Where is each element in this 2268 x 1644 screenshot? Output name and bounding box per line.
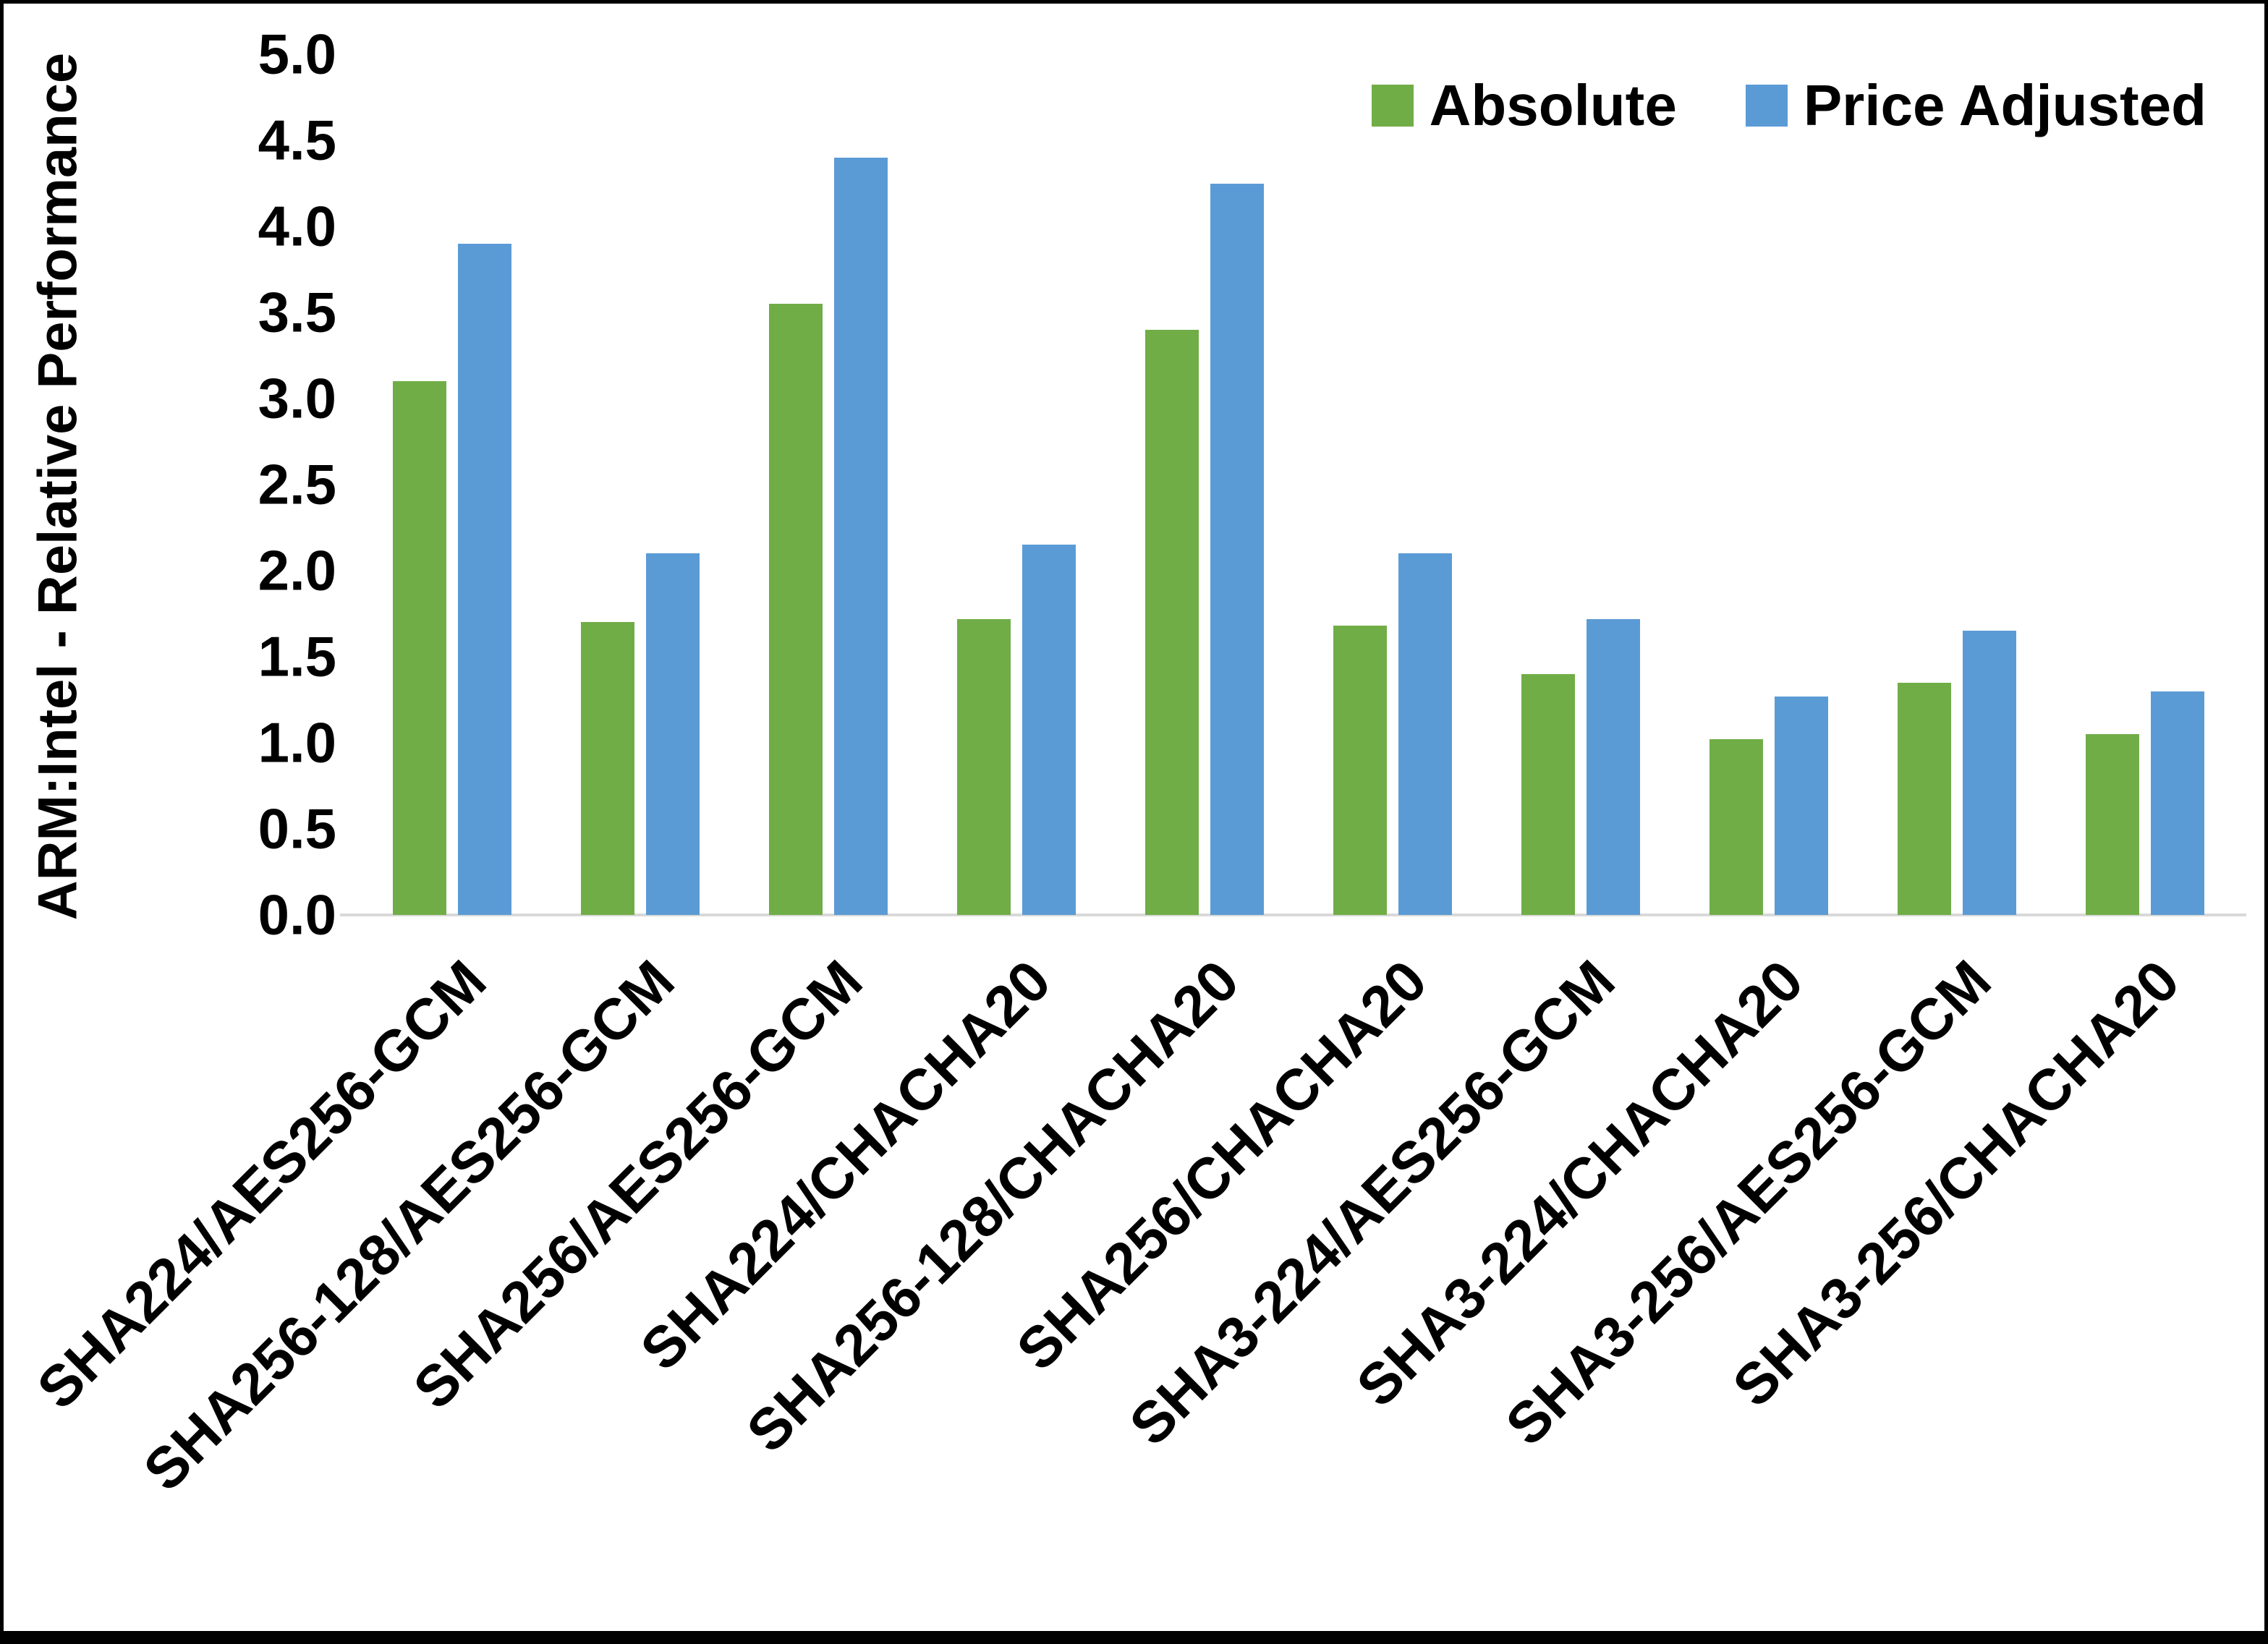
bar-group — [1487, 54, 1675, 915]
bar-price-adjusted — [1775, 696, 1828, 915]
bar-group — [1299, 54, 1487, 915]
bar-absolute — [1333, 626, 1387, 915]
y-tick-label: 0.5 — [258, 796, 336, 861]
y-tick-label: 3.0 — [258, 366, 336, 430]
bar-price-adjusted — [1587, 618, 1640, 915]
legend-label-absolute: Absolute — [1429, 73, 1677, 137]
bar-price-adjusted — [1963, 631, 2016, 915]
y-tick-label: 1.0 — [258, 710, 336, 775]
y-axis-ticks: 0.0 0.5 1.0 1.5 2.0 2.5 3.0 3.5 4.0 4.5 5.0 — [170, 22, 336, 947]
legend-item-absolute: Absolute — [1371, 72, 1677, 139]
bar-price-adjusted — [2151, 691, 2204, 915]
legend-label-price-adjusted: Price Adjusted — [1803, 73, 2207, 137]
bar-price-adjusted — [834, 157, 888, 915]
y-tick-label: 2.5 — [258, 452, 336, 516]
y-tick-label: 3.5 — [258, 280, 336, 344]
bar-price-adjusted — [1210, 183, 1264, 915]
y-tick-label: 0.0 — [258, 882, 336, 947]
bar-price-adjusted — [646, 553, 700, 915]
bar-price-adjusted — [1022, 545, 1076, 915]
bar-absolute — [1710, 739, 1763, 915]
bar-group — [1675, 54, 1863, 915]
bar-groups — [358, 54, 2239, 915]
bar-group — [358, 54, 546, 915]
x-axis-line — [340, 913, 2246, 916]
bar-group — [922, 54, 1110, 915]
legend-swatch-price-adjusted — [1745, 85, 1788, 127]
x-axis-labels: SHA224/AES256-GCM SHA256-128/AES256-GCM SH… — [25, 933, 2239, 1627]
y-tick-label: 1.5 — [258, 624, 336, 689]
y-tick-label: 5.0 — [258, 22, 336, 86]
legend-swatch-absolute — [1371, 85, 1414, 127]
bar-absolute — [2086, 734, 2139, 915]
bar-absolute — [581, 622, 634, 915]
bar-group — [2051, 54, 2239, 915]
legend-item-price-adjusted: Price Adjusted — [1745, 72, 2207, 139]
bar-group — [734, 54, 922, 915]
bar-absolute — [1898, 682, 1951, 915]
y-tick-label: 4.5 — [258, 108, 336, 172]
y-tick-label: 4.0 — [258, 194, 336, 258]
legend: Absolute Price Adjusted — [1371, 72, 2207, 139]
bar-price-adjusted — [1398, 553, 1452, 915]
plot-area: Absolute Price Adjusted — [340, 54, 2246, 916]
bar-group — [1110, 54, 1299, 915]
bar-absolute — [957, 618, 1011, 915]
bar-absolute — [393, 381, 446, 915]
y-axis-title: ARM:Intel - Relative Performance — [27, 52, 89, 921]
bar-absolute — [1521, 673, 1575, 915]
bar-group — [546, 54, 734, 915]
y-tick-label: 2.0 — [258, 538, 336, 602]
bar-absolute — [769, 304, 823, 915]
bar-absolute — [1145, 329, 1199, 915]
bar-group — [1863, 54, 2051, 915]
bar-price-adjusted — [458, 243, 511, 915]
